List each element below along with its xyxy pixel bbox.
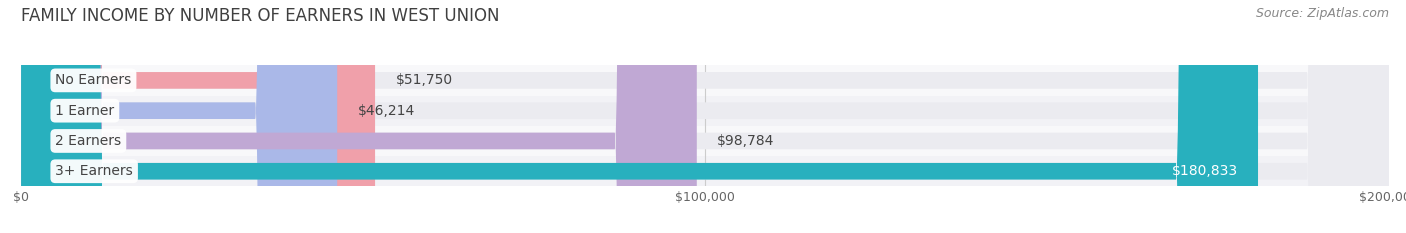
Text: 2 Earners: 2 Earners xyxy=(55,134,121,148)
Text: $51,750: $51,750 xyxy=(395,73,453,87)
Text: 3+ Earners: 3+ Earners xyxy=(55,164,134,178)
FancyBboxPatch shape xyxy=(21,0,1389,233)
FancyBboxPatch shape xyxy=(21,0,337,233)
FancyBboxPatch shape xyxy=(21,0,1389,233)
Text: $98,784: $98,784 xyxy=(717,134,775,148)
Text: $46,214: $46,214 xyxy=(357,104,415,118)
FancyBboxPatch shape xyxy=(21,0,1258,233)
FancyBboxPatch shape xyxy=(21,0,1389,233)
Text: FAMILY INCOME BY NUMBER OF EARNERS IN WEST UNION: FAMILY INCOME BY NUMBER OF EARNERS IN WE… xyxy=(21,7,499,25)
FancyBboxPatch shape xyxy=(21,156,1389,186)
FancyBboxPatch shape xyxy=(21,126,1389,156)
FancyBboxPatch shape xyxy=(21,0,375,233)
Text: $180,833: $180,833 xyxy=(1171,164,1237,178)
FancyBboxPatch shape xyxy=(21,65,1389,96)
Text: No Earners: No Earners xyxy=(55,73,132,87)
FancyBboxPatch shape xyxy=(21,96,1389,126)
FancyBboxPatch shape xyxy=(21,0,1389,233)
Text: Source: ZipAtlas.com: Source: ZipAtlas.com xyxy=(1256,7,1389,20)
FancyBboxPatch shape xyxy=(21,0,697,233)
Text: 1 Earner: 1 Earner xyxy=(55,104,114,118)
